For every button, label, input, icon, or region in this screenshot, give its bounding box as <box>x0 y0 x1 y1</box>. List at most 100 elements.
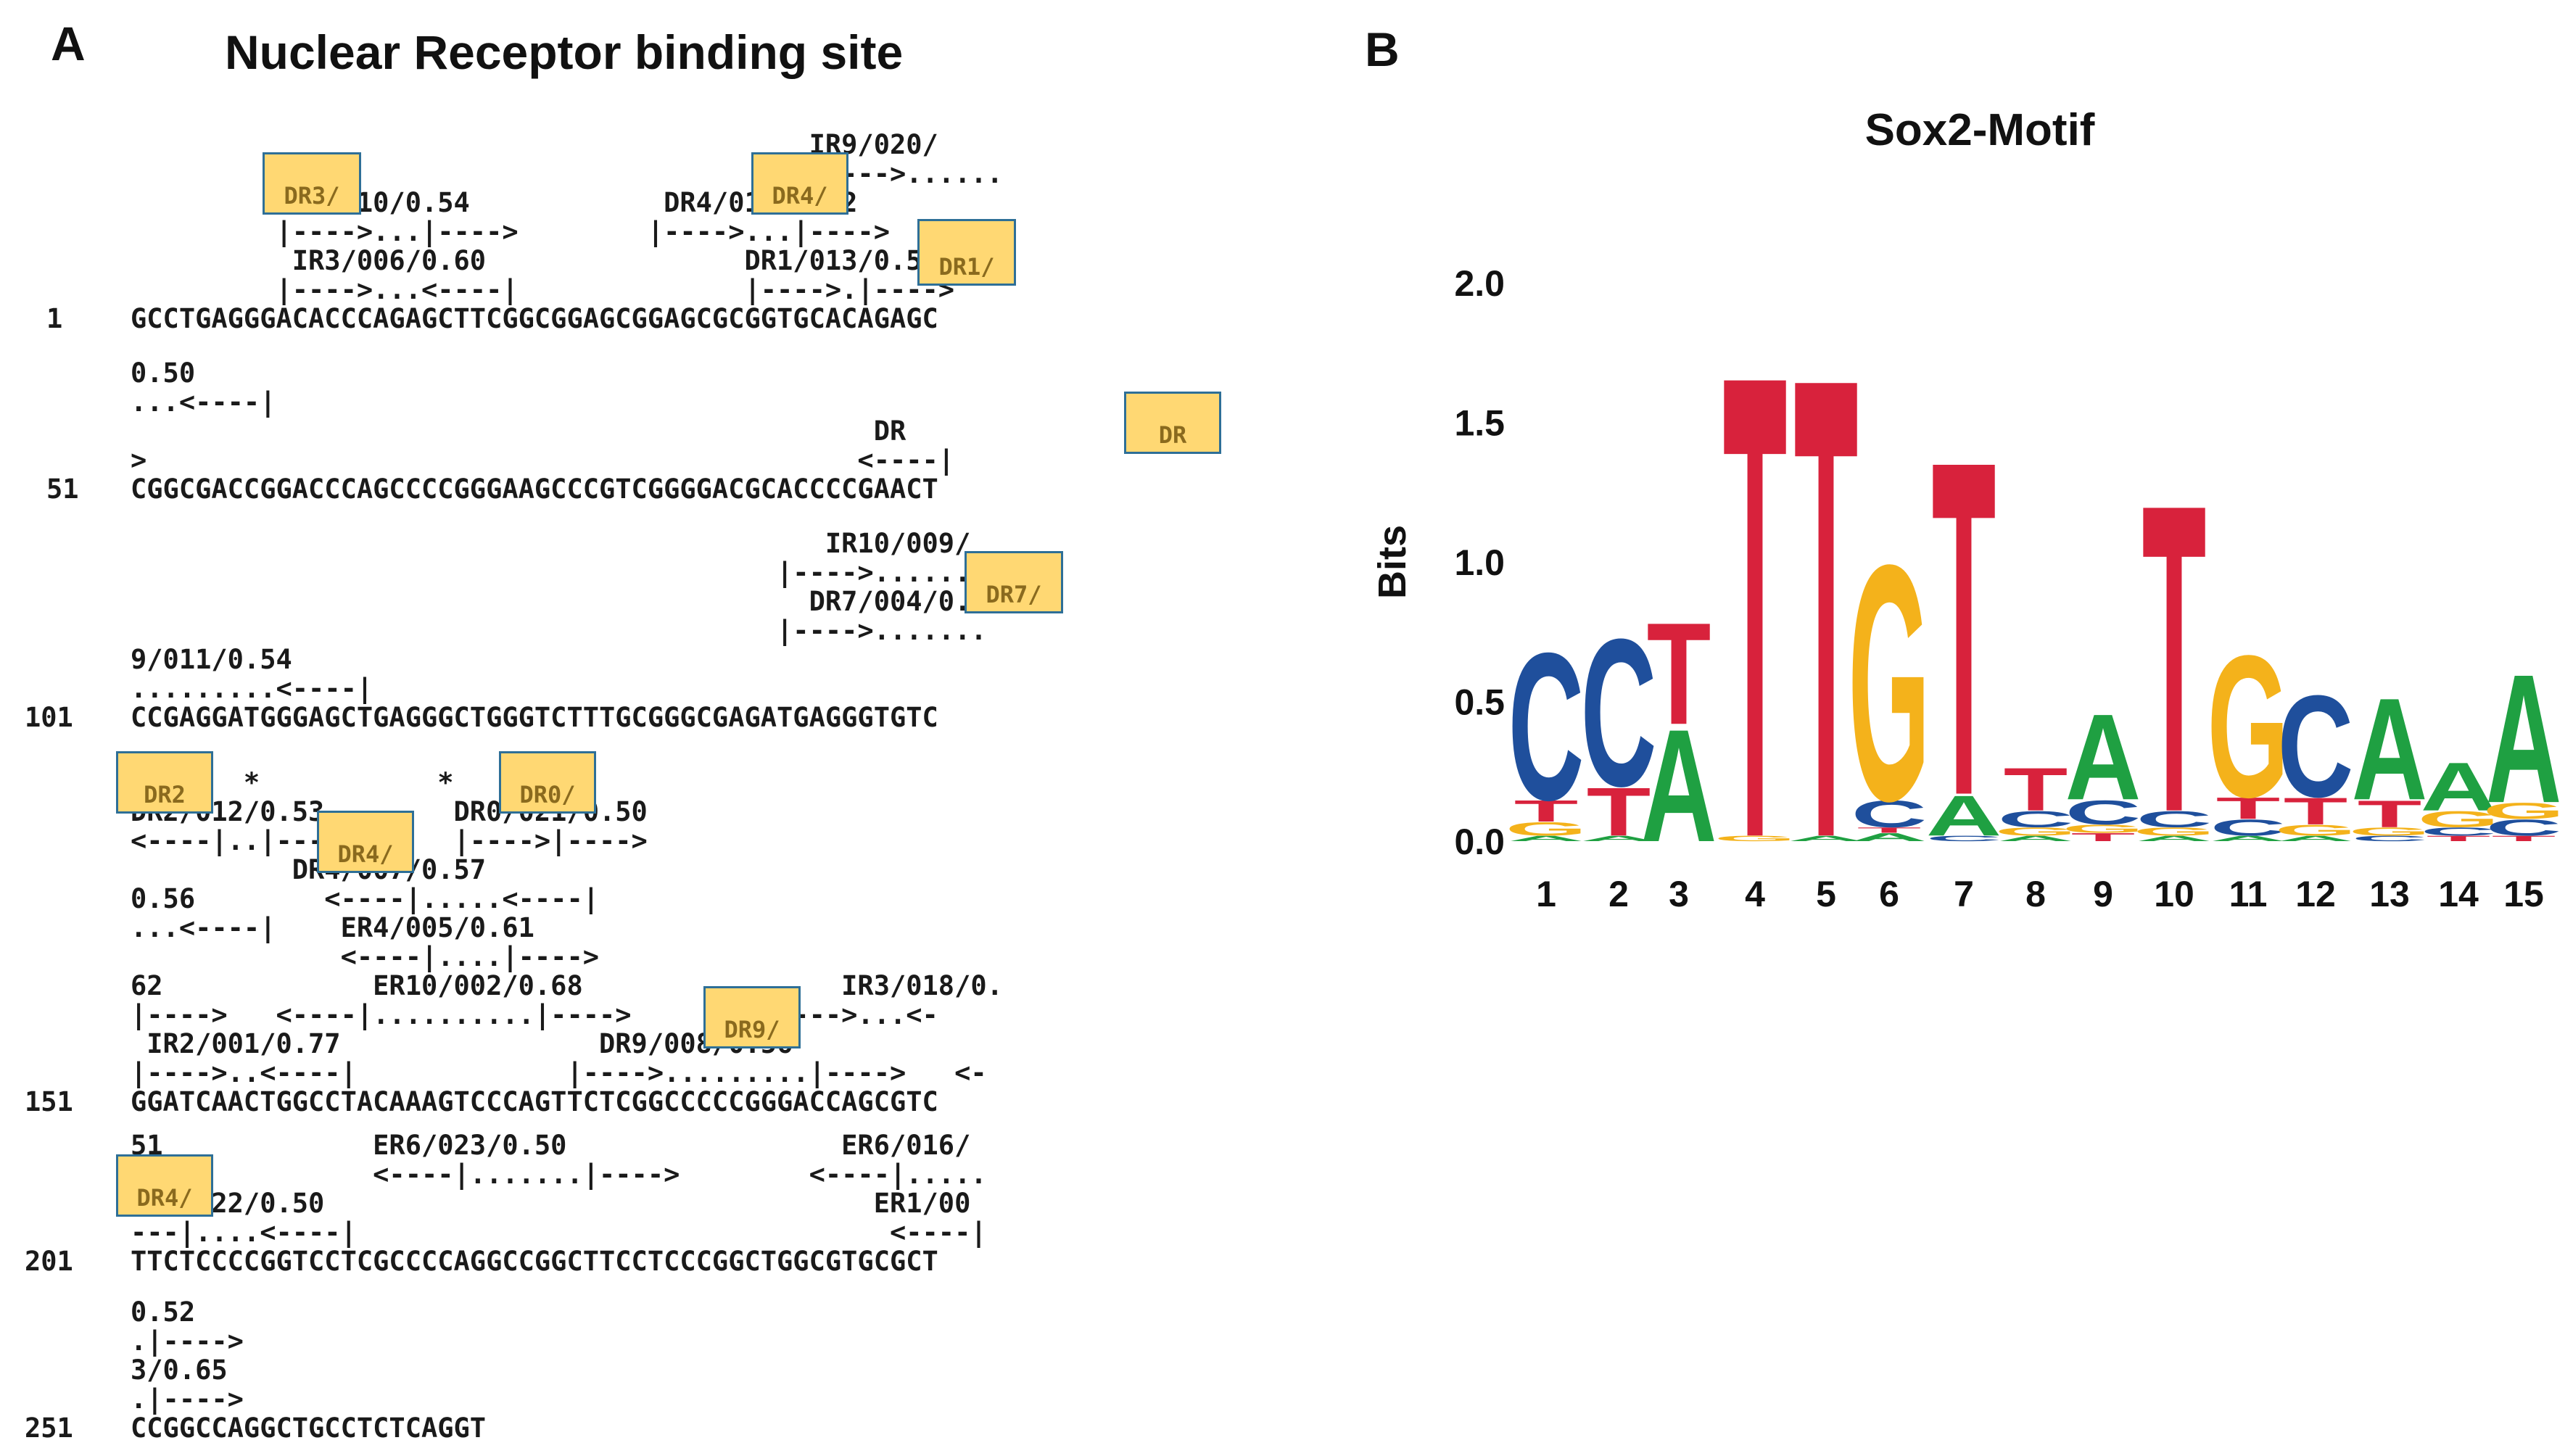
svg-text:A: A <box>2352 669 2428 830</box>
annotation-line: 0.50 <box>131 357 196 389</box>
svg-text:C: C <box>2136 806 2213 832</box>
annotation-line: |---->...... <box>131 158 1003 189</box>
y-tick-label: 0.0 <box>1454 822 1505 862</box>
annotation-line: DR <box>131 415 906 447</box>
svg-text:T: T <box>2142 413 2207 904</box>
logo-letter-C: C <box>2352 834 2428 843</box>
annotation-line: .|----> <box>131 1383 244 1415</box>
svg-text:A: A <box>2421 748 2497 825</box>
annotation-line: IR2/001/0.77 DR9/008/0.56 <box>131 1028 793 1059</box>
svg-text:G: G <box>2483 798 2565 824</box>
x-tick-label: 5 <box>1816 874 1836 914</box>
logo-letter-G: G <box>2134 825 2215 838</box>
annotation-line: 3/0.65 <box>131 1354 228 1386</box>
annotation-line: ...<----| ER4/005/0.61 <box>131 912 534 943</box>
sequence-position-number: 101 <box>25 702 73 733</box>
x-tick-label: 3 <box>1669 874 1689 914</box>
dna-sequence-line: CCGGCCAGGCTGCCTCTCAGGT <box>131 1412 487 1444</box>
x-tick-label: 2 <box>1608 874 1629 914</box>
panel-b-label: B <box>1365 22 1400 76</box>
annotation-line: DR7/004/0. <box>131 586 971 617</box>
dna-sequence-line: GCCTGAGGGACACCCAGAGCTTCGGCGGAGCGGAGCGCGG… <box>131 303 938 334</box>
dna-sequence-line: TTCTCCCCGGTCCTCGCCCCAGGCCGGCTTCCTCCCGGCT… <box>131 1246 938 1277</box>
highlighted-dr-site: DR7/ <box>965 551 1063 613</box>
y-tick-label: 2.0 <box>1454 263 1505 304</box>
x-tick-label: 9 <box>2093 874 2113 914</box>
svg-text:C: C <box>2210 815 2287 840</box>
annotation-line: ...<----| <box>131 386 276 418</box>
svg-text:C: C <box>1926 834 2002 843</box>
logo-letter-C: C <box>1998 806 2074 832</box>
svg-text:G: G <box>2349 825 2431 838</box>
logo-letter-G: G <box>2275 822 2357 839</box>
logo-letter-T: T <box>1857 826 1922 835</box>
logo-letter-T: T <box>1514 794 1579 828</box>
highlighted-dr-site: DR0/ <box>499 751 596 814</box>
dna-sequence-line: CGGCGACCGGACCCAGCCCCGGGAAGCCCGTCGGGGACGC… <box>131 473 938 505</box>
svg-text:T: T <box>1647 593 1711 755</box>
svg-text:A: A <box>1641 696 1717 875</box>
svg-text:T: T <box>2004 756 2068 824</box>
highlighted-dr-site: DR4/ <box>317 811 414 873</box>
x-tick-label: 1 <box>1536 874 1556 914</box>
svg-text:A: A <box>2278 834 2354 843</box>
logo-letter-A: A <box>2278 834 2354 843</box>
svg-text:A: A <box>2065 690 2142 826</box>
logo-letter-T: T <box>1794 240 1859 972</box>
x-tick-label: 11 <box>2229 874 2268 914</box>
logo-letter-G: G <box>1506 819 1587 840</box>
x-tick-label: 4 <box>1745 874 1765 914</box>
y-tick-label: 1.5 <box>1454 403 1505 444</box>
logo-letter-A: A <box>1998 834 2074 843</box>
svg-text:T: T <box>1723 238 1788 972</box>
svg-text:T: T <box>2071 831 2136 844</box>
annotation-line: DR4/007/0.57 <box>131 854 487 885</box>
sequence-position-number: 151 <box>25 1086 73 1117</box>
logo-letter-A: A <box>2210 834 2287 843</box>
logo-letter-C: C <box>2210 815 2287 840</box>
svg-text:C: C <box>2486 815 2562 840</box>
logo-letter-G: G <box>1849 495 1930 870</box>
annotation-line: 9/011/0.54 <box>131 644 292 675</box>
x-tick-label: 12 <box>2295 874 2336 914</box>
svg-text:T: T <box>1514 794 1579 828</box>
svg-text:A: A <box>1581 834 1657 843</box>
svg-text:C: C <box>2421 825 2497 838</box>
logo-letter-T: T <box>2492 834 2556 843</box>
annotation-line: |----> <----|..........|----> |---->...<… <box>131 999 938 1030</box>
svg-text:G: G <box>2418 806 2500 832</box>
sequence-position-number: 1 <box>46 303 63 334</box>
svg-text:A: A <box>2136 834 2213 843</box>
sequence-position-number: 251 <box>25 1412 73 1444</box>
annotation-line: 0.56 <----|.....<----| <box>131 883 600 914</box>
annotation-line: .|----> <box>131 1325 244 1357</box>
logo-letter-A: A <box>1581 834 1657 843</box>
svg-text:T: T <box>2216 791 2281 825</box>
x-tick-label: 14 <box>2438 874 2479 914</box>
svg-text:A: A <box>2486 636 2562 841</box>
dna-sequence-line: GGATCAACTGGCCTACAAAGTCCCAGTTCTCGGCCCCCGG… <box>131 1086 938 1117</box>
svg-text:T: T <box>1857 826 1922 835</box>
annotation-line: |---->..<----| |---->.........|----> <- <box>131 1057 987 1088</box>
highlighted-dr-site: DR2 <box>116 751 213 814</box>
svg-text:A: A <box>1508 834 1585 843</box>
logo-letter-C: C <box>1851 793 1928 835</box>
svg-text:T: T <box>2427 834 2491 843</box>
highlighted-dr-site: DR3/ <box>263 152 361 215</box>
logo-letter-T: T <box>2142 413 2207 904</box>
svg-text:T: T <box>1932 362 1996 895</box>
svg-text:C: C <box>2352 834 2428 843</box>
highlighted-dr-site: DR4/ <box>751 152 848 215</box>
logo-letter-C: C <box>2486 815 2562 840</box>
logo-letter-G: G <box>2062 822 2144 835</box>
panel-a-title: Nuclear Receptor binding site <box>225 25 904 79</box>
annotation-line: 62 ER10/002/0.68 IR3/018/0. <box>131 970 1003 1001</box>
logo-letter-T: T <box>1932 362 1996 895</box>
sequence-position-number: 51 <box>46 473 79 505</box>
logo-letter-G: G <box>1714 834 1796 843</box>
svg-text:G: G <box>1995 825 2077 838</box>
annotation-line: ---|....<----| <----| <box>131 1217 987 1248</box>
svg-text:G: G <box>2208 613 2289 840</box>
y-tick-label: 0.5 <box>1454 682 1505 723</box>
logo-letter-C: C <box>2421 825 2497 838</box>
